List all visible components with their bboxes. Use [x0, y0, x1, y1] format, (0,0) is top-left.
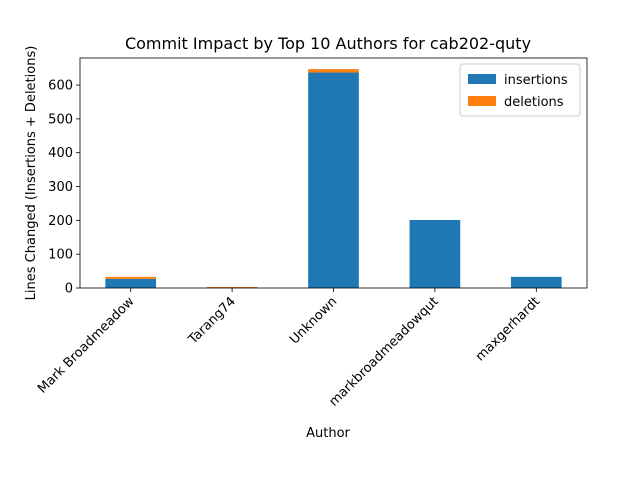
plot-frame — [79, 57, 588, 289]
bar-deletions-1 — [105, 276, 157, 279]
y-axis-label: Lines Changed (Insertions + Deletions) — [24, 46, 39, 301]
bar-deletions-3 — [308, 69, 359, 73]
x-tick-label: Tarang74 — [185, 294, 239, 348]
legend-label-deletions: deletions — [504, 95, 564, 110]
x-axis-label: Author — [306, 426, 350, 441]
y-tick-label: 500 — [48, 112, 73, 127]
x-tick-label: markbroadmeadowqut — [326, 294, 441, 409]
legend-label-insertions: insertions — [504, 73, 568, 88]
bar-deletions-2 — [206, 286, 258, 288]
chart-title: Commit Impact by Top 10 Authors for cab2… — [125, 34, 531, 53]
bar-insertions-1 — [105, 278, 157, 288]
x-tick-label: maxgerhardt — [473, 294, 543, 364]
legend-swatch-insertions — [468, 74, 496, 84]
x-tick-label: Mark Broadmeadow — [35, 294, 138, 397]
y-tick-label: 0 — [65, 282, 73, 297]
y-tick-label: 600 — [48, 79, 73, 94]
legend: insertions deletions — [459, 63, 581, 117]
x-tick-label: Unknown — [287, 294, 340, 347]
bar-insertions-3 — [308, 72, 359, 288]
y-tick-label: 400 — [48, 146, 73, 161]
y-tick-label: 300 — [48, 180, 73, 195]
y-tick-label: 100 — [48, 248, 73, 263]
bar-insertions-4 — [409, 220, 461, 288]
bar-insertions-5 — [510, 276, 562, 288]
y-tick-label: 200 — [48, 214, 73, 229]
legend-swatch-deletions — [468, 96, 496, 106]
